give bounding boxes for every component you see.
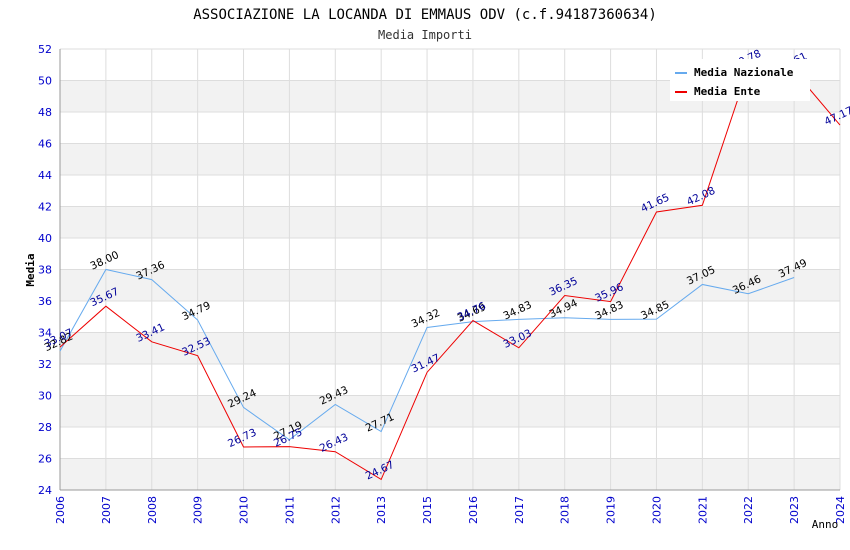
- x-tick-label: 2009: [192, 496, 205, 524]
- chart-title: ASSOCIAZIONE LA LOCANDA DI EMMAUS ODV (c…: [193, 7, 657, 23]
- x-tick-label: 2012: [329, 496, 342, 524]
- x-tick-labels: 2006 2007 2008 2009 2010 2011 2012 2013 2015 2016…: [54, 496, 847, 524]
- x-tick-label: 2020: [650, 496, 663, 524]
- x-tick-label: 2016: [467, 496, 480, 524]
- series-line-media-ente: [59, 67, 841, 481]
- y-tick-label: 24: [38, 484, 52, 497]
- y-tick-label: 42: [38, 201, 52, 214]
- x-tick-label: 2017: [513, 496, 526, 524]
- y-tick-label: 44: [38, 169, 52, 182]
- x-tick-label: 2015: [421, 496, 434, 524]
- y-tick-label: 46: [38, 138, 52, 151]
- y-tick-label: 50: [38, 75, 52, 88]
- legend-entry: Media Nazionale: [694, 66, 794, 79]
- series-lines: [59, 67, 841, 481]
- legend: Media Nazionale Media Ente: [670, 59, 810, 101]
- y-tick-label: 28: [38, 421, 52, 434]
- chart-subtitle: Media Importi: [378, 28, 472, 42]
- x-tick-label: 2013: [375, 496, 388, 524]
- x-tick-label: 2008: [146, 496, 159, 524]
- x-tick-label: 2011: [283, 496, 296, 524]
- legend-box: [670, 59, 810, 101]
- x-tick-label: 2023: [788, 496, 801, 524]
- data-label-ente: 34.76: [456, 300, 489, 324]
- y-tick-label: 36: [38, 295, 52, 308]
- y-tick-label: 26: [38, 453, 52, 466]
- grid-band: [60, 458, 840, 490]
- x-tick-label: 2006: [54, 496, 67, 524]
- x-tick-label: 2010: [238, 496, 251, 524]
- data-label-ente: 42.08: [685, 185, 717, 209]
- y-tick-label: 48: [38, 106, 52, 119]
- y-tick-label: 32: [38, 358, 52, 371]
- grid-bands: [60, 80, 840, 490]
- series-line-media-nazionale: [59, 268, 795, 441]
- data-label-nazionale: 34.32: [410, 307, 442, 331]
- y-tick-label: 30: [38, 390, 52, 403]
- grid-lines: [59, 48, 841, 491]
- grid-band: [60, 143, 840, 175]
- y-tick-label: 40: [38, 232, 52, 245]
- y-tick-labels: 24 26 28 30 32 34 36 38 40 42 44 46 48 50 52: [38, 43, 52, 497]
- y-tick-label: 34: [38, 327, 52, 340]
- x-tick-label: 2022: [742, 496, 755, 524]
- y-tick-label: 52: [38, 43, 52, 56]
- y-axis-label: Media: [24, 253, 37, 286]
- grid-band: [60, 206, 840, 238]
- x-tick-label: 2024: [834, 496, 847, 524]
- x-tick-label: 2019: [605, 496, 618, 524]
- x-tick-label: 2021: [696, 496, 709, 524]
- grid-band: [60, 332, 840, 364]
- axes: [59, 49, 840, 491]
- x-tick-label: 2018: [559, 496, 572, 524]
- x-axis-label: Anno: [812, 518, 839, 531]
- grid-band: [60, 269, 840, 301]
- x-tick-label: 2007: [100, 496, 113, 524]
- legend-entry: Media Ente: [694, 85, 761, 98]
- y-tick-label: 38: [38, 264, 52, 277]
- grid-band: [60, 395, 840, 427]
